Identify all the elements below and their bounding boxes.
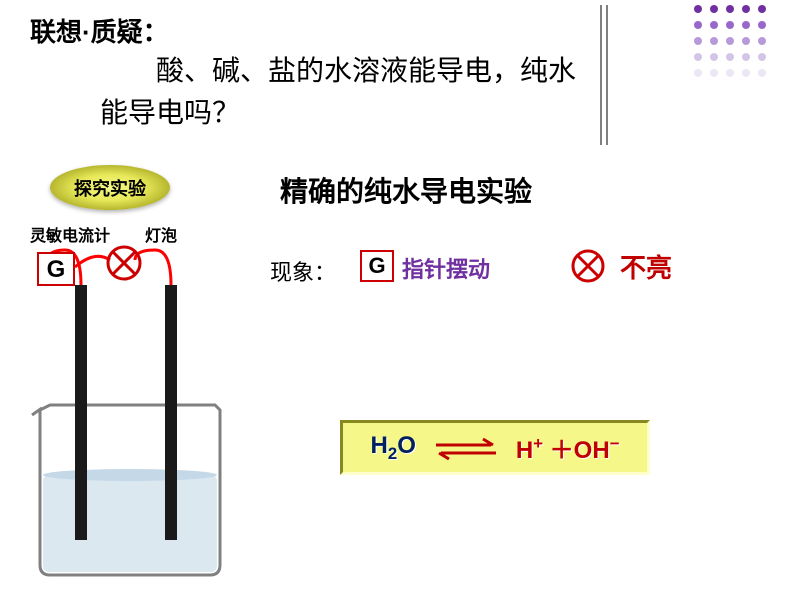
equation-left: H2O bbox=[371, 432, 416, 464]
dot-icon bbox=[726, 21, 734, 29]
dot-icon bbox=[694, 37, 702, 45]
dot-icon bbox=[758, 21, 766, 29]
observation-label: 现象： bbox=[270, 255, 336, 287]
divider-line bbox=[600, 5, 602, 145]
dot-icon bbox=[742, 5, 750, 13]
experiment-diagram: G bbox=[20, 245, 240, 585]
dot-icon bbox=[710, 53, 718, 61]
header-question: 酸、碱、盐的水溶液能导电，纯水能导电吗？ bbox=[100, 50, 600, 134]
galvanometer-label: 灵敏电流计 bbox=[30, 222, 110, 246]
svg-text:G: G bbox=[47, 256, 66, 283]
dot-icon bbox=[694, 53, 702, 61]
equilibrium-arrow-icon bbox=[431, 436, 501, 460]
dot-icon bbox=[710, 37, 718, 45]
x-circle-icon bbox=[570, 248, 606, 284]
dot-icon bbox=[726, 37, 734, 45]
dot-icon bbox=[710, 69, 718, 77]
dot-icon bbox=[742, 69, 750, 77]
dot-icon bbox=[694, 5, 702, 13]
dot-icon bbox=[694, 69, 702, 77]
x-result: 不亮 bbox=[620, 248, 672, 285]
dot-icon bbox=[710, 21, 718, 29]
dot-icon bbox=[726, 53, 734, 61]
dot-icon bbox=[710, 5, 718, 13]
equation-right: H+ ＋OH− bbox=[516, 430, 620, 465]
dot-icon bbox=[758, 53, 766, 61]
divider-line bbox=[606, 5, 608, 145]
g-result: 指针摆动 bbox=[402, 252, 490, 284]
header-title: 联想·质疑： bbox=[30, 12, 169, 49]
dot-icon bbox=[758, 37, 766, 45]
g-symbol-box: G bbox=[360, 250, 394, 282]
dot-icon bbox=[726, 69, 734, 77]
dot-icon bbox=[694, 21, 702, 29]
equation-box: H2O H+ ＋OH− bbox=[340, 420, 650, 475]
experiment-badge: 探究实验 bbox=[50, 165, 170, 210]
dot-icon bbox=[742, 37, 750, 45]
decoration-dots bbox=[694, 5, 770, 81]
dot-icon bbox=[742, 53, 750, 61]
dot-icon bbox=[758, 69, 766, 77]
bulb-label: 灯泡 bbox=[145, 222, 177, 246]
dot-icon bbox=[758, 5, 766, 13]
dot-icon bbox=[726, 5, 734, 13]
experiment-title: 精确的纯水导电实验 bbox=[280, 170, 532, 210]
dot-icon bbox=[742, 21, 750, 29]
